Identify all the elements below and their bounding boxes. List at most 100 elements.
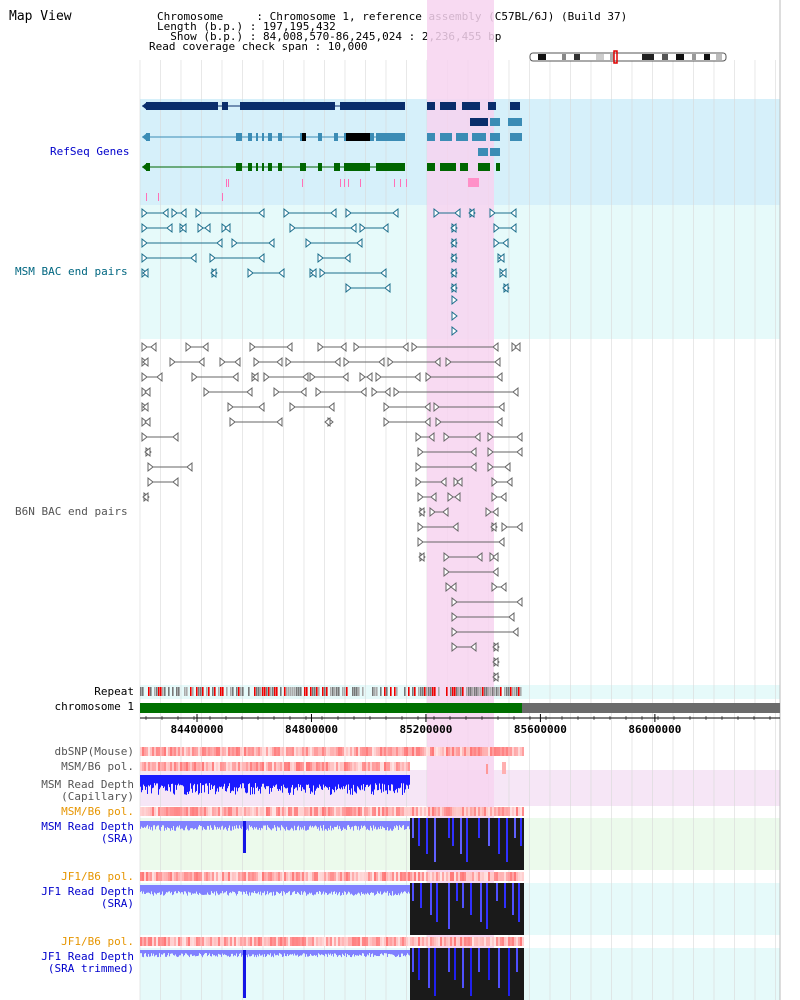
dbsnp-band <box>392 747 394 756</box>
jf1-trim-depth-bar <box>278 950 279 956</box>
msm-capillary-depth-bar <box>272 775 273 788</box>
jf1-trim-depth-bar <box>177 950 178 958</box>
dbsnp-band <box>166 747 168 756</box>
jf1-trim-depth-bar <box>308 950 309 957</box>
track-label-jf1-b6-pol-2[interactable]: JF1/B6 pol. <box>61 935 134 948</box>
track-label-jf1-read-trim-1[interactable]: JF1 Read Depth <box>41 950 134 963</box>
msm-pol-band <box>466 807 468 816</box>
msm-capillary-depth-bar <box>384 775 385 785</box>
dbsnp-band <box>252 747 254 756</box>
dbsnp-band <box>326 747 328 756</box>
jf1-trim-depth-bar <box>263 950 264 957</box>
msm-capillary-depth-bar <box>305 775 306 793</box>
jf1-pol-band-2 <box>206 937 208 946</box>
jf1-trim-depth-bar <box>141 950 142 954</box>
dbsnp-band <box>274 747 276 756</box>
jf1-sra-depth-bar <box>352 885 353 895</box>
jf1-pol-band-2 <box>230 937 232 946</box>
msm-pol-band <box>294 807 296 816</box>
jf1-trim-depth-bar <box>160 950 161 957</box>
msm-sra-depth-bar <box>166 821 167 830</box>
track-label-b6n-bac[interactable]: B6N BAC end pairs <box>15 505 128 518</box>
msm-sra-depth-bar <box>396 821 397 826</box>
msm-sra-depth-bar <box>188 821 189 831</box>
track-label-msm-read-sra-1[interactable]: MSM Read Depth <box>41 820 134 833</box>
msm-pol-band-top <box>234 762 236 771</box>
msm-pol-band-top <box>166 762 168 771</box>
track-label-jf1-b6-pol-1[interactable]: JF1/B6 pol. <box>61 870 134 883</box>
msm-sra-depth-bar <box>362 821 363 828</box>
jf1-trim-depth-bar <box>349 950 350 956</box>
jf1-trim-depth-bar <box>163 950 164 954</box>
msm-sra-depth-bar <box>311 821 312 828</box>
msm-sra-depth-bar <box>261 821 262 828</box>
jf1-pol-band-2 <box>512 937 514 946</box>
track-label-jf1-read-trim-2: (SRA trimmed) <box>47 962 134 975</box>
dbsnp-band <box>146 747 148 756</box>
msm-capillary-depth-bar <box>262 775 263 784</box>
jf1-pol-band-1 <box>254 872 256 881</box>
repeat-element <box>358 687 360 696</box>
msm-capillary-depth-bar <box>177 775 178 786</box>
msm-pol-band <box>454 807 456 816</box>
jf1-sra-depth-bar <box>298 885 299 893</box>
gene-exon <box>440 102 456 110</box>
jf1-trim-depth-bar <box>226 950 227 956</box>
jf1-sra-depth-bar <box>420 883 422 908</box>
track-label-repeat[interactable]: Repeat <box>94 685 134 698</box>
jf1-pol-band-2 <box>168 937 170 946</box>
dbsnp-band <box>202 747 204 756</box>
msm-sra-depth-bar <box>227 821 228 831</box>
msm-capillary-depth-bar <box>282 775 283 793</box>
bac-end-marker <box>258 252 265 264</box>
jf1-sra-depth-bar <box>169 885 170 892</box>
jf1-trim-depth-bar <box>219 950 220 955</box>
msm-capillary-depth-bar <box>188 775 189 794</box>
msm-capillary-depth-bar <box>237 775 238 792</box>
gene-arrow <box>142 133 147 141</box>
jf1-pol-band-2 <box>298 937 300 946</box>
gene-exon <box>256 133 258 141</box>
msm-sra-depth-bar <box>257 821 258 830</box>
track-label-msm-b6-pol-top[interactable]: MSM/B6 pol. <box>61 760 134 773</box>
msm-capillary-depth-bar <box>147 775 148 794</box>
jf1-sra-depth-bar <box>339 885 340 892</box>
msm-pol-band-top <box>160 762 162 771</box>
msm-pol-band <box>462 807 464 816</box>
msm-sra-depth-bar <box>377 821 378 830</box>
msm-sra-depth-bar <box>354 821 355 826</box>
jf1-trim-depth-bar <box>233 950 234 957</box>
msm-pol-band <box>332 807 334 816</box>
msm-sra-depth-bar <box>278 821 279 828</box>
track-label-jf1-read-sra-1[interactable]: JF1 Read Depth <box>41 885 134 898</box>
track-label-msm-b6-pol[interactable]: MSM/B6 pol. <box>61 805 134 818</box>
jf1-sra-depth-bar <box>258 885 259 892</box>
msm-sra-depth-bar <box>281 821 282 826</box>
msm-capillary-depth-bar <box>226 775 227 792</box>
jf1-trim-depth-bar <box>210 950 211 957</box>
track-label-dbsnp[interactable]: dbSNP(Mouse) <box>54 745 134 758</box>
dbsnp-band <box>162 747 164 756</box>
msm-sra-depth-bar <box>154 821 155 826</box>
jf1-sra-depth-bar <box>160 885 161 895</box>
jf1-pol-band-1 <box>374 872 376 881</box>
msm-pol-band <box>194 807 196 816</box>
jf1-trim-depth-bar <box>339 950 340 955</box>
gene-exon <box>318 133 322 141</box>
msm-capillary-depth-bar <box>242 775 243 784</box>
jf1-sra-depth-bar <box>245 885 246 894</box>
dbsnp-band <box>172 747 174 756</box>
dbsnp-band <box>506 747 508 756</box>
msm-sra-depth-bar <box>262 821 263 829</box>
jf1-pol-band-2 <box>142 937 144 946</box>
jf1-sra-depth-bar <box>239 885 240 892</box>
msm-capillary-depth-bar <box>407 775 408 786</box>
track-label-msm-bac[interactable]: MSM BAC end pairs <box>15 265 128 278</box>
track-label-refseq[interactable]: RefSeq Genes <box>50 145 130 158</box>
dbsnp-band <box>362 747 364 756</box>
jf1-pol-band-2 <box>266 937 268 946</box>
bac-end-marker <box>516 596 523 608</box>
msm-capillary-depth-bar <box>312 775 313 793</box>
track-label-msm-read-cap-1[interactable]: MSM Read Depth <box>41 778 134 791</box>
